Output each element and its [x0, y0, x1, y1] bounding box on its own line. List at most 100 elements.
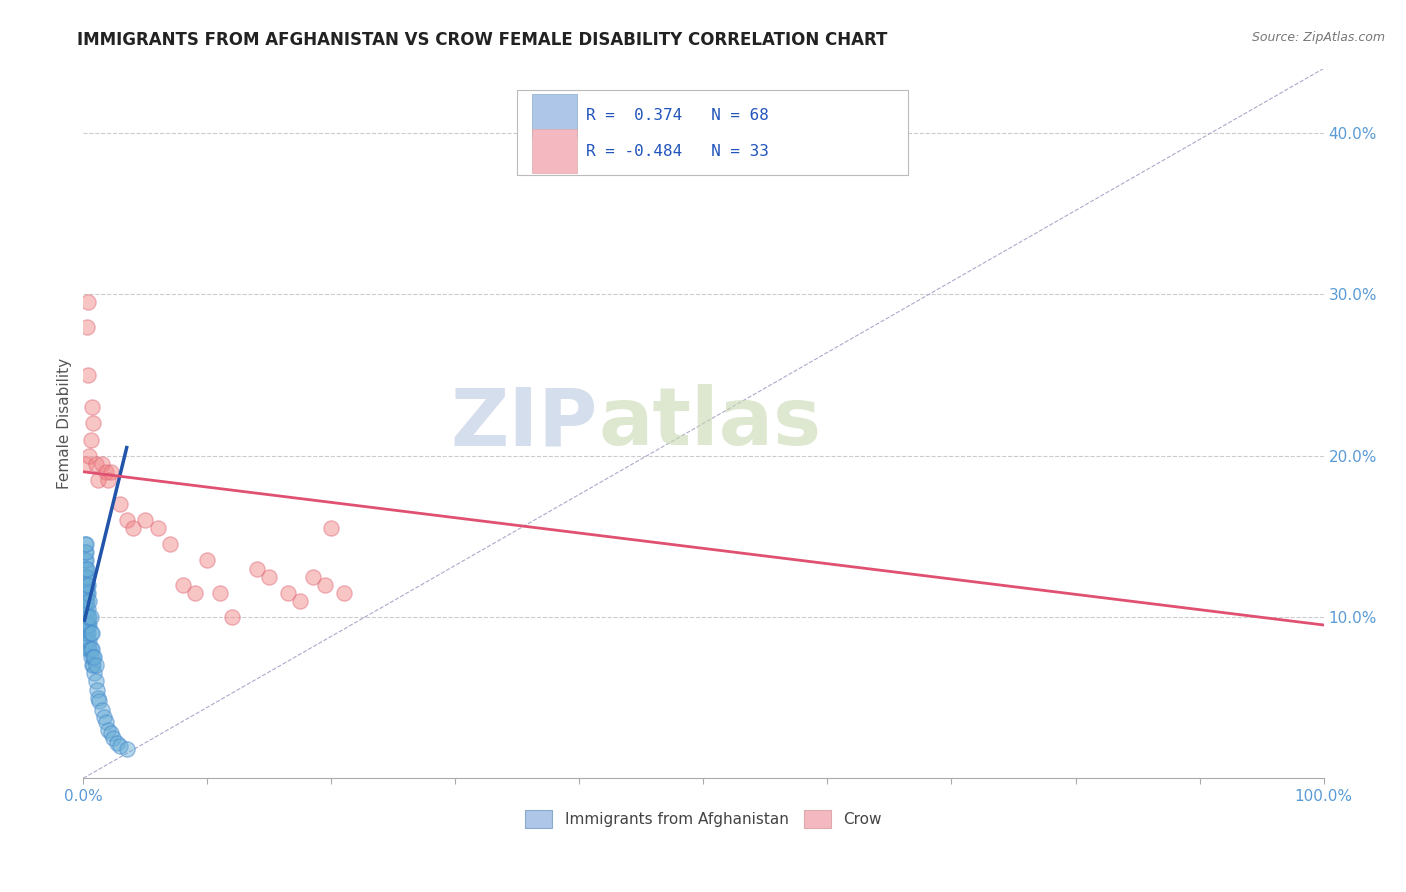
- Point: [134, 513, 156, 527]
- Point: [75, 553, 97, 567]
- Point: [80, 626, 103, 640]
- Point: [115, 742, 138, 756]
- Point: [75, 585, 97, 599]
- Point: [101, 731, 124, 745]
- Point: [86, 682, 108, 697]
- Point: [87, 473, 110, 487]
- Point: [77, 295, 100, 310]
- Point: [79, 618, 101, 632]
- Point: [321, 521, 343, 535]
- Point: [82, 650, 104, 665]
- Legend: Immigrants from Afghanistan, Crow: Immigrants from Afghanistan, Crow: [519, 804, 889, 834]
- Point: [75, 610, 97, 624]
- Point: [75, 561, 97, 575]
- Point: [73, 545, 96, 559]
- Y-axis label: Female Disability: Female Disability: [58, 358, 72, 489]
- Point: [94, 465, 117, 479]
- Point: [79, 634, 101, 648]
- Point: [122, 521, 145, 535]
- Point: [80, 401, 103, 415]
- Point: [90, 704, 112, 718]
- Point: [84, 457, 107, 471]
- Point: [208, 585, 231, 599]
- Text: atlas: atlas: [598, 384, 821, 462]
- Point: [184, 585, 207, 599]
- Point: [97, 473, 120, 487]
- Point: [277, 585, 299, 599]
- Point: [84, 658, 107, 673]
- Point: [77, 626, 100, 640]
- Point: [90, 457, 112, 471]
- Point: [82, 658, 104, 673]
- Point: [80, 658, 103, 673]
- Point: [76, 594, 98, 608]
- Point: [301, 569, 323, 583]
- Point: [87, 690, 110, 705]
- FancyBboxPatch shape: [517, 90, 908, 175]
- Point: [75, 602, 97, 616]
- Point: [75, 626, 97, 640]
- Point: [76, 585, 98, 599]
- FancyBboxPatch shape: [533, 94, 576, 136]
- Point: [75, 457, 97, 471]
- Text: Source: ZipAtlas.com: Source: ZipAtlas.com: [1251, 31, 1385, 45]
- Point: [221, 610, 243, 624]
- Point: [80, 650, 103, 665]
- Point: [259, 569, 281, 583]
- Point: [75, 537, 97, 551]
- Point: [73, 553, 96, 567]
- Point: [246, 561, 269, 575]
- Point: [83, 666, 105, 681]
- Point: [80, 610, 103, 624]
- Text: R =  0.374   N = 68: R = 0.374 N = 68: [586, 108, 769, 123]
- Point: [80, 642, 103, 657]
- Point: [76, 626, 98, 640]
- Point: [73, 577, 96, 591]
- Point: [93, 710, 115, 724]
- Point: [79, 594, 101, 608]
- Point: [77, 577, 100, 591]
- Point: [75, 545, 97, 559]
- Point: [79, 610, 101, 624]
- Point: [73, 626, 96, 640]
- Point: [76, 577, 98, 591]
- Point: [115, 513, 138, 527]
- Point: [76, 319, 98, 334]
- Point: [290, 594, 312, 608]
- Text: ZIP: ZIP: [451, 384, 598, 462]
- Point: [77, 368, 100, 382]
- Point: [76, 618, 98, 632]
- Point: [94, 714, 117, 729]
- Point: [97, 723, 120, 737]
- Point: [159, 537, 181, 551]
- Point: [110, 739, 132, 753]
- Point: [77, 602, 100, 616]
- Point: [73, 569, 96, 583]
- Point: [80, 626, 103, 640]
- Point: [73, 610, 96, 624]
- Point: [73, 537, 96, 551]
- Point: [77, 642, 100, 657]
- Point: [110, 497, 132, 511]
- Point: [105, 736, 128, 750]
- Point: [76, 610, 98, 624]
- Point: [146, 521, 169, 535]
- Point: [195, 553, 218, 567]
- Point: [75, 594, 97, 608]
- Text: R = -0.484   N = 33: R = -0.484 N = 33: [586, 144, 769, 159]
- Point: [80, 642, 103, 657]
- Point: [332, 585, 354, 599]
- Point: [80, 433, 103, 447]
- Point: [76, 561, 98, 575]
- Point: [73, 585, 96, 599]
- Point: [84, 674, 107, 689]
- Point: [89, 694, 111, 708]
- Point: [77, 610, 100, 624]
- Point: [73, 594, 96, 608]
- Point: [83, 650, 105, 665]
- Point: [77, 618, 100, 632]
- Point: [75, 618, 97, 632]
- Point: [75, 577, 97, 591]
- Point: [79, 449, 101, 463]
- Point: [76, 634, 98, 648]
